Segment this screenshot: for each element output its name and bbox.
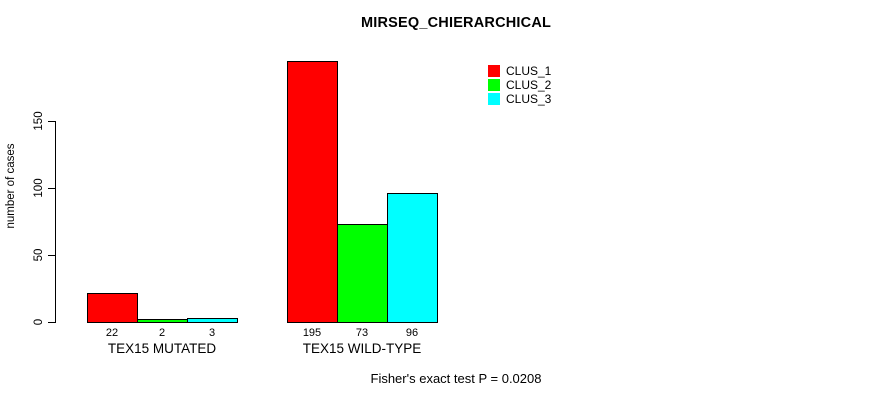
y-tick-label-text: 150 bbox=[33, 111, 45, 131]
chart-title: MIRSEQ_CHIERARCHICAL bbox=[360, 15, 552, 31]
legend-label: CLUS_3 bbox=[506, 92, 552, 106]
y-tick-label-text: 100 bbox=[33, 178, 45, 198]
bar-value-label: 22 bbox=[105, 327, 119, 339]
bar-value-label: 96 bbox=[405, 327, 419, 339]
bar-clus_1-1 bbox=[87, 293, 138, 323]
y-tick-label-text: 50 bbox=[33, 248, 45, 262]
legend-swatch-icon bbox=[488, 65, 500, 77]
y-tick-mark bbox=[48, 188, 55, 189]
annotation-text: Fisher's exact test P = 0.0208 bbox=[370, 371, 542, 386]
y-axis-line bbox=[55, 121, 56, 323]
bar-clus_1-2 bbox=[287, 61, 338, 323]
legend-label: CLUS_2 bbox=[506, 78, 552, 92]
legend-swatch-icon bbox=[488, 93, 500, 105]
bar-value-label: 195 bbox=[302, 327, 322, 339]
legend: CLUS_1 CLUS_2 CLUS_3 bbox=[488, 64, 551, 106]
y-tick-mark bbox=[48, 255, 55, 256]
legend-label: CLUS_1 bbox=[506, 64, 552, 78]
bar-clus_2-2 bbox=[337, 224, 388, 323]
legend-item: CLUS_3 bbox=[488, 92, 551, 106]
legend-item: CLUS_1 bbox=[488, 64, 551, 78]
bar-clus_3-1 bbox=[187, 318, 238, 323]
category-label: TEX15 MUTATED bbox=[107, 341, 217, 356]
bar-clus_2-1 bbox=[137, 319, 188, 323]
legend-swatch-icon bbox=[488, 79, 500, 91]
y-tick-mark bbox=[48, 322, 55, 323]
y-tick-mark bbox=[48, 121, 55, 122]
category-label: TEX15 WILD-TYPE bbox=[302, 341, 422, 356]
y-tick-label-text: 0 bbox=[33, 318, 45, 326]
bar-value-label: 3 bbox=[208, 327, 216, 339]
y-axis-title-text: number of cases bbox=[5, 143, 17, 229]
bar-value-label: 2 bbox=[158, 327, 166, 339]
bar-value-label: 73 bbox=[355, 327, 369, 339]
legend-item: CLUS_2 bbox=[488, 78, 551, 92]
bar-clus_3-2 bbox=[387, 193, 438, 323]
